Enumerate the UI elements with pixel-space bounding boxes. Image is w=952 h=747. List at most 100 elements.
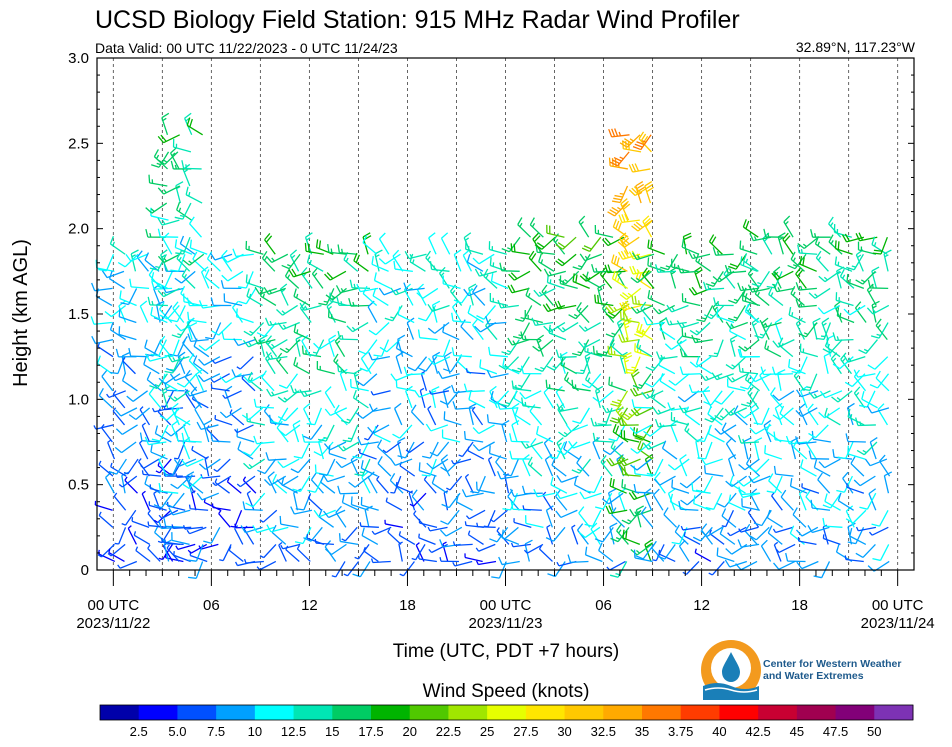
barb-flag: [707, 425, 711, 434]
wind-barb: [705, 270, 724, 288]
barb-flag: [186, 471, 195, 477]
barb-half-flag: [268, 289, 273, 294]
barb-flag: [645, 542, 654, 548]
barb-half-flag: [427, 256, 431, 261]
barb-staff: [729, 330, 747, 341]
wind-barb: [858, 339, 878, 355]
barb-half-flag: [174, 457, 179, 460]
barb-flag: [575, 274, 578, 283]
barb-half-flag: [611, 342, 615, 348]
barb-flag: [150, 353, 159, 357]
wind-barb: [725, 356, 747, 370]
barb-staff: [229, 412, 245, 426]
wind-barb: [773, 465, 794, 477]
barb-flag: [821, 317, 830, 324]
barb-flag: [695, 356, 700, 365]
barb-flag: [174, 407, 178, 416]
barb-flag: [511, 419, 520, 426]
wind-barb: [623, 352, 633, 374]
x-tick-label: 06: [203, 597, 220, 614]
wind-barb: [578, 215, 590, 238]
barb-half-flag: [342, 446, 347, 450]
barb-staff: [418, 558, 437, 563]
barb-flag: [571, 469, 580, 474]
wind-barb: [419, 387, 426, 409]
wind-barb: [147, 296, 168, 307]
barb-staff: [525, 522, 544, 528]
wind-barb: [489, 385, 498, 409]
barb-half-flag: [747, 377, 751, 382]
barb-flag: [621, 519, 630, 525]
wind-barb: [265, 351, 288, 360]
barb-flag: [605, 505, 611, 514]
barb-staff: [214, 418, 233, 426]
barb-staff: [244, 508, 263, 511]
wind-barb: [243, 525, 255, 545]
wind-barb: [800, 385, 808, 409]
wind-barb: [472, 441, 495, 452]
barb-half-flag: [375, 254, 380, 258]
wind-barb: [222, 390, 242, 399]
barb-flag: [429, 261, 433, 270]
barb-flag: [501, 248, 510, 253]
wind-barb: [187, 333, 209, 343]
wind-barb: [188, 474, 204, 494]
wind-barb: [440, 509, 460, 525]
barb-flag: [795, 299, 800, 308]
wind-barb: [171, 402, 180, 426]
wind-barb: [817, 304, 841, 315]
barb-half-flag: [281, 310, 286, 315]
barb-half-flag: [797, 323, 802, 327]
barb-flag: [538, 253, 542, 263]
wind-barb: [204, 456, 210, 477]
barb-flag: [252, 525, 258, 533]
barb-staff: [107, 442, 116, 460]
barb-flag: [738, 463, 746, 471]
wind-barb: [196, 421, 219, 430]
barb-staff: [207, 258, 221, 272]
barb-half-flag: [692, 253, 697, 259]
wind-barb: [145, 228, 166, 238]
barb-flag: [440, 466, 448, 473]
barb-staff: [636, 253, 655, 261]
barb-half-flag: [287, 274, 291, 279]
barb-flag: [871, 266, 880, 272]
barb-flag: [634, 333, 643, 338]
barb-flag: [653, 478, 661, 486]
barb-half-flag: [183, 169, 188, 173]
barb-flag: [121, 372, 127, 381]
barb-flag: [238, 300, 247, 305]
barb-flag: [294, 541, 304, 545]
barb-staff: [200, 271, 210, 289]
barb-half-flag: [178, 256, 182, 262]
wind-barb: [390, 458, 413, 466]
barb-flag: [209, 252, 216, 261]
barb-flag: [808, 450, 812, 459]
wind-barb: [373, 339, 390, 357]
barb-half-flag: [423, 475, 428, 481]
wind-barb: [441, 429, 461, 443]
wind-barb: [159, 305, 180, 320]
barb-flag: [766, 423, 771, 432]
barb-staff: [431, 268, 450, 272]
wind-barb: [738, 339, 760, 352]
barb-flag: [532, 232, 539, 240]
wind-barb: [236, 475, 256, 488]
barb-staff: [452, 306, 463, 323]
barb-staff: [640, 513, 654, 528]
wind-barb: [496, 470, 519, 480]
barb-staff: [249, 458, 266, 470]
barb-half-flag: [638, 344, 642, 350]
barb-staff: [514, 414, 531, 426]
wind-barb: [558, 424, 580, 438]
wind-barb: [548, 441, 566, 459]
barb-flag: [187, 311, 190, 321]
barb-flag: [737, 412, 745, 419]
barb-flag: [299, 302, 305, 311]
barb-flag: [640, 301, 647, 310]
barb-staff: [334, 411, 348, 426]
wind-barb: [404, 251, 427, 260]
barb-staff: [155, 432, 172, 443]
barb-staff: [158, 339, 167, 357]
barb-staff: [658, 364, 676, 375]
